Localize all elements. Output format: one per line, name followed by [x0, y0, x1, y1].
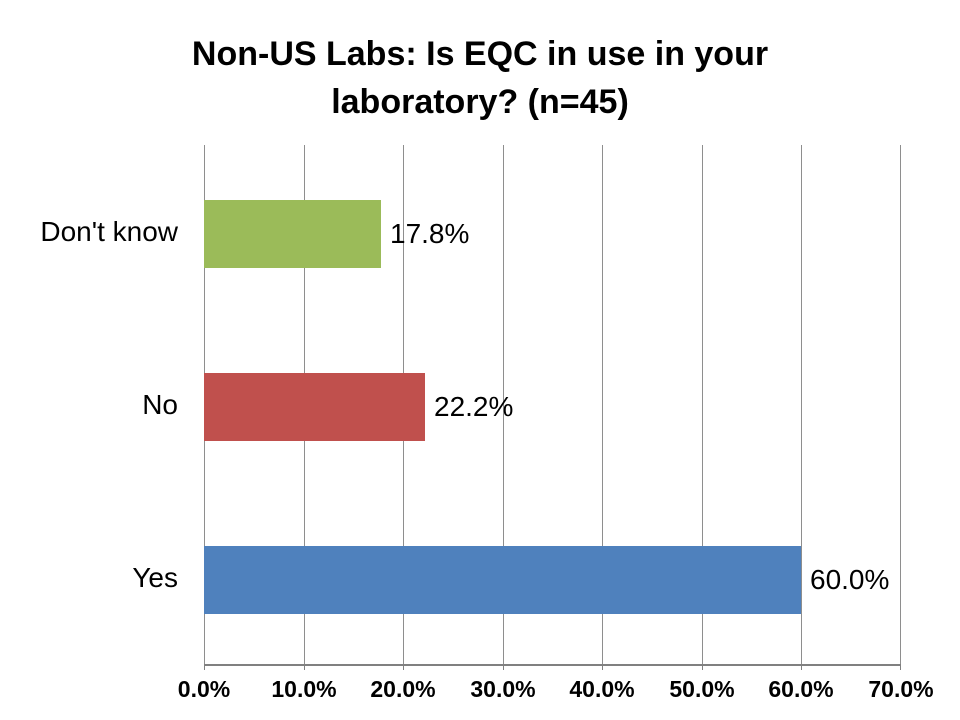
- data-label: 22.2%: [434, 391, 514, 422]
- axis-tick-mark: [204, 666, 205, 670]
- bar-no: [204, 373, 425, 441]
- gridline: [801, 145, 802, 664]
- category-label: Don't know: [40, 215, 178, 247]
- gridline: [702, 145, 703, 664]
- x-axis-tick-label: 0.0%: [177, 676, 231, 702]
- x-axis-tick-label: 60.0%: [768, 676, 834, 702]
- category-axis: Don't know No Yes: [0, 145, 178, 664]
- axis-tick-mark: [503, 666, 504, 670]
- x-axis-tick-label: 20.0%: [370, 676, 436, 702]
- x-axis-tick-label: 70.0%: [868, 676, 934, 702]
- axis-tick-mark: [304, 666, 305, 670]
- bar-don-t-know: [204, 200, 381, 268]
- value-axis: 0.0% 10.0% 20.0% 30.0% 40.0% 50.0% 60.0% 70.0%: [178, 676, 934, 706]
- category-label: Yes: [132, 561, 178, 593]
- plot-area: 17.8% 22.2% 60.0%: [204, 145, 901, 670]
- gridline: [503, 145, 504, 664]
- axis-tick-mark: [602, 666, 603, 670]
- x-axis-tick-label: 40.0%: [569, 676, 635, 702]
- category-label: No: [142, 388, 178, 420]
- x-axis-tick-label: 10.0%: [271, 676, 337, 702]
- bar-yes: [204, 546, 801, 614]
- axis-tick-mark: [900, 666, 901, 670]
- axis-tick-mark: [702, 666, 703, 670]
- axis-tick-mark: [403, 666, 404, 670]
- gridline: [602, 145, 603, 664]
- chart-title: Non-US Labs: Is EQC in use in your labor…: [191, 35, 769, 121]
- x-axis-tick-label: 30.0%: [470, 676, 536, 702]
- data-label: 17.8%: [390, 218, 470, 249]
- x-axis-tick-label: 50.0%: [669, 676, 735, 702]
- data-label: 60.0%: [810, 564, 890, 595]
- axis-tick-mark: [801, 666, 802, 670]
- gridline: [900, 145, 901, 664]
